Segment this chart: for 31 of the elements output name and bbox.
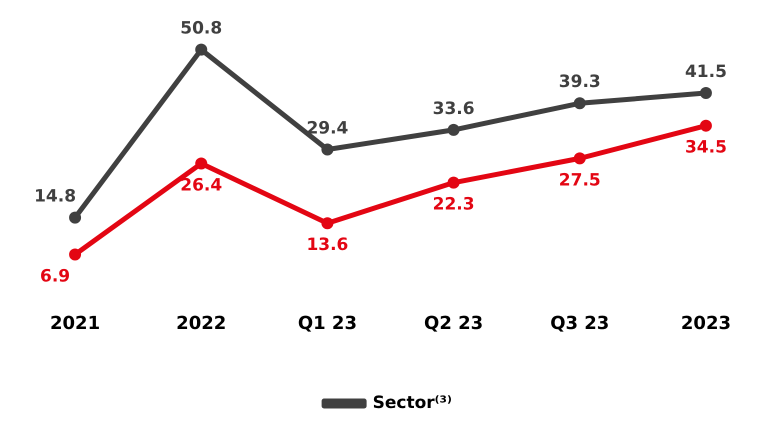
data-label: 27.5: [558, 170, 601, 190]
point: [195, 44, 208, 56]
x-tick-label: Q3 23: [550, 312, 610, 334]
x-tick-label: Q1 23: [298, 312, 357, 334]
point: [448, 176, 460, 189]
data-label: 14.8: [34, 186, 76, 207]
point: [321, 144, 334, 156]
data-label: 39.3: [558, 72, 601, 92]
point: [448, 124, 460, 136]
data-label: 13.6: [306, 235, 348, 256]
point: [69, 212, 82, 224]
point: [574, 97, 586, 110]
point: [700, 120, 712, 132]
x-tick-label: 2021: [50, 312, 100, 334]
data-label: 29.4: [306, 118, 349, 138]
point: [69, 248, 82, 261]
point: [574, 152, 586, 164]
x-tick-label: 2023: [680, 312, 732, 334]
data-label: 50.8: [180, 18, 222, 39]
x-tick-label: Q2 23: [424, 312, 484, 334]
x-tick-label: 2022: [176, 312, 226, 334]
data-label: 22.3: [432, 194, 475, 215]
data-label: 41.5: [684, 62, 727, 82]
data-label: 33.6: [432, 98, 475, 119]
point: [195, 158, 208, 170]
data-label: 26.4: [180, 175, 222, 196]
data-label: 34.5: [684, 138, 727, 158]
point: [700, 87, 712, 100]
data-label: 6.9: [40, 266, 70, 286]
point: [321, 217, 334, 230]
legend-label: Sector⁽³⁾: [372, 392, 452, 413]
